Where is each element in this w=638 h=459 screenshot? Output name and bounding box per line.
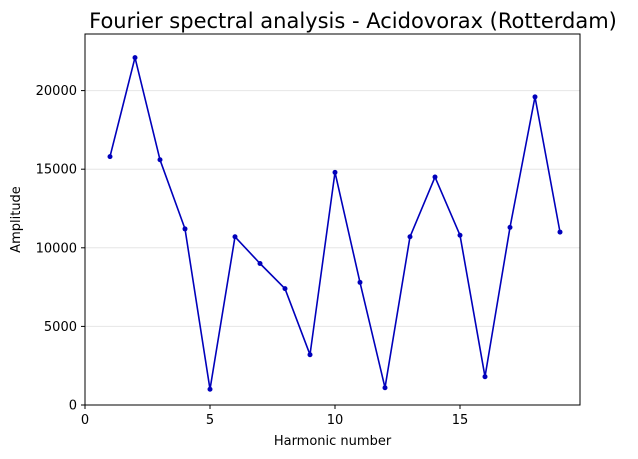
data-point xyxy=(507,224,513,230)
data-point xyxy=(132,55,138,61)
data-point xyxy=(407,234,413,240)
data-point xyxy=(182,226,188,232)
data-point xyxy=(557,229,563,235)
data-point xyxy=(532,94,538,100)
data-point xyxy=(257,261,263,267)
y-tick-label: 20000 xyxy=(36,84,77,99)
data-point xyxy=(232,234,238,240)
series-group xyxy=(107,55,563,392)
x-axis-label: Harmonic number xyxy=(274,434,392,449)
data-point xyxy=(282,286,288,292)
data-point xyxy=(457,232,463,238)
y-tick-label: 15000 xyxy=(36,163,77,178)
axis-ticks: 0 5000 10000 15000 20000 0 5 10 15 xyxy=(36,84,469,428)
chart-title: Fourier spectral analysis - Acidovorax (… xyxy=(89,9,617,33)
y-tick-label: 10000 xyxy=(36,241,77,256)
gridlines xyxy=(85,90,580,327)
data-point xyxy=(482,374,488,380)
y-axis-label: Amplitude xyxy=(9,186,24,253)
series-line xyxy=(109,56,561,391)
data-point xyxy=(382,385,388,391)
x-tick-label: 15 xyxy=(452,413,469,428)
data-point xyxy=(357,279,363,285)
y-tick-label: 5000 xyxy=(44,320,77,335)
data-point xyxy=(332,169,338,175)
data-point xyxy=(207,386,213,392)
data-point xyxy=(307,352,313,358)
x-tick-label: 10 xyxy=(327,413,344,428)
data-point xyxy=(432,174,438,180)
y-tick-label: 0 xyxy=(69,399,77,414)
data-point xyxy=(107,154,113,160)
plot-area xyxy=(84,33,581,406)
x-tick-label: 0 xyxy=(81,413,89,428)
x-tick-label: 5 xyxy=(206,413,214,428)
data-point xyxy=(157,157,163,163)
